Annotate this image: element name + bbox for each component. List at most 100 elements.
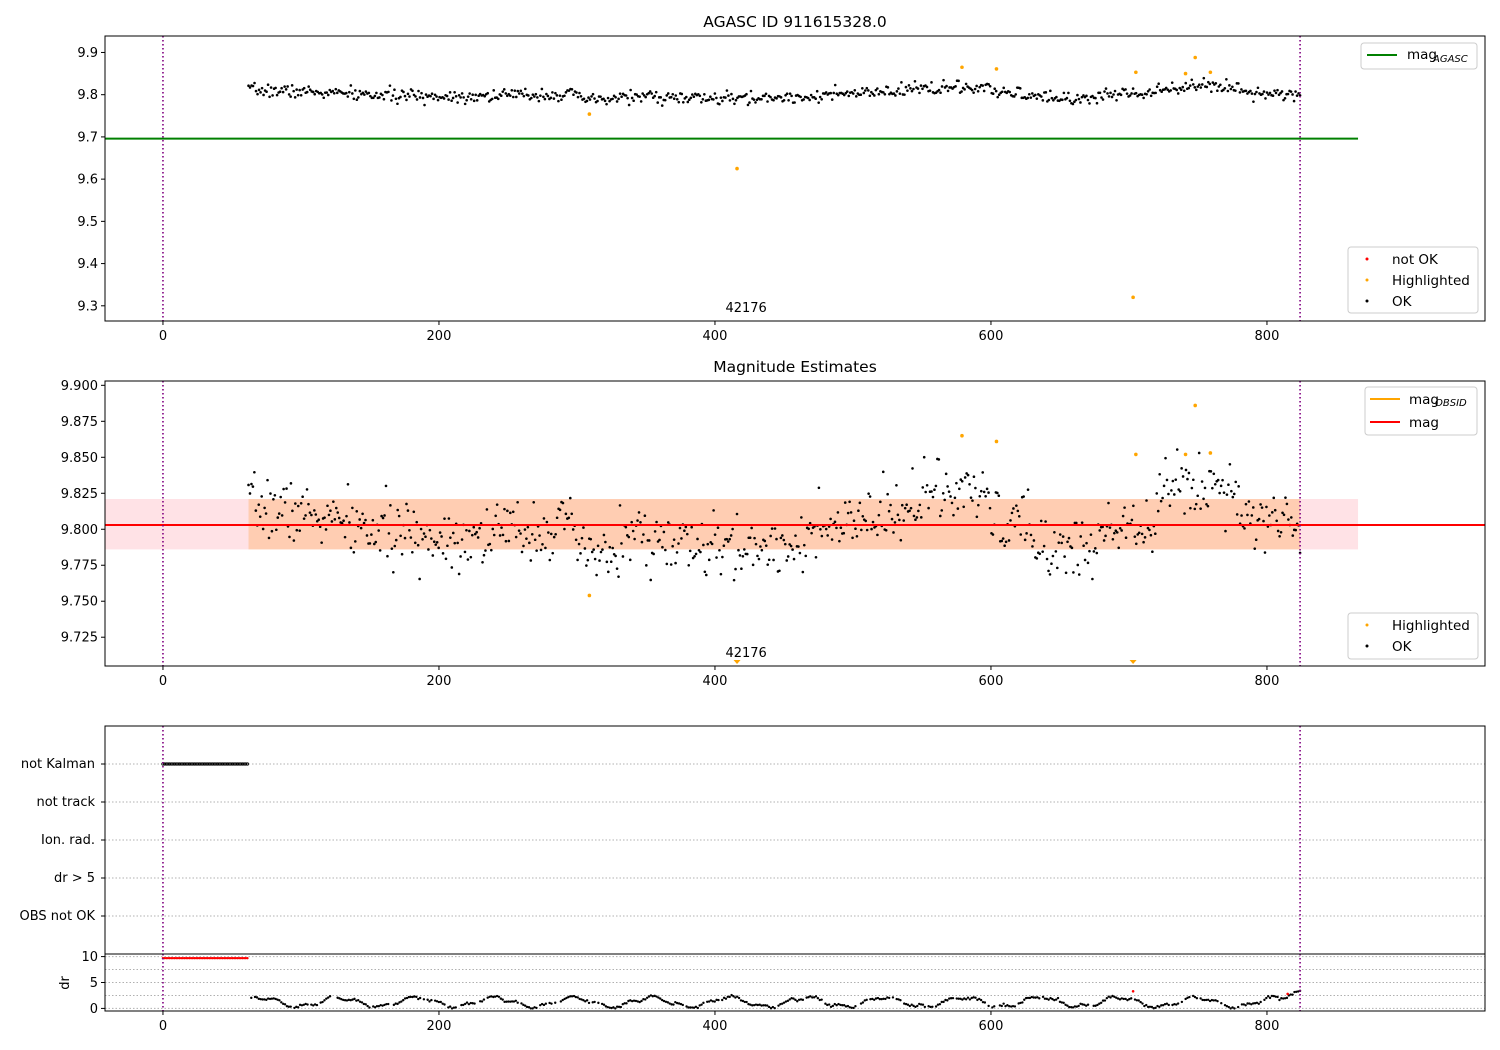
ok-point <box>861 514 865 518</box>
ok-point <box>1031 545 1034 548</box>
ok-point <box>661 545 664 549</box>
dr-point <box>493 995 497 998</box>
ok-point <box>283 501 287 504</box>
highlighted-point <box>735 166 739 171</box>
ok-point <box>422 532 426 535</box>
legend-swatch-not-ok <box>1365 257 1369 261</box>
ok-point <box>383 514 386 517</box>
dr-point <box>955 997 958 1000</box>
dr-red-point <box>234 956 238 960</box>
ok-point <box>779 96 783 99</box>
ok-point <box>653 530 657 533</box>
ok-point <box>725 537 729 541</box>
ok-point <box>1214 81 1218 85</box>
ok-point <box>522 94 526 98</box>
ok-point <box>877 92 881 96</box>
dr-red-point <box>242 956 246 960</box>
ok-point <box>814 97 817 100</box>
ok-point <box>859 93 863 96</box>
dr-point <box>897 998 900 1001</box>
flag-point <box>211 762 215 766</box>
ok-point <box>314 513 318 516</box>
dr-point <box>1139 1000 1142 1004</box>
ok-point <box>788 92 792 95</box>
ok-point <box>1119 93 1123 97</box>
ok-point <box>658 538 661 542</box>
dr-point <box>614 1007 617 1010</box>
dr-point <box>306 1003 309 1006</box>
dr-point <box>1236 1005 1240 1009</box>
flag-point <box>197 762 201 766</box>
ok-point <box>1106 92 1109 95</box>
ok-point <box>1294 528 1297 532</box>
ok-point <box>274 86 277 90</box>
ok-point <box>373 94 377 98</box>
ok-point <box>960 480 964 483</box>
ok-point <box>669 95 673 99</box>
ok-point <box>655 520 658 524</box>
dr-point <box>1071 1006 1075 1009</box>
ok-point <box>1230 489 1233 493</box>
ok-point <box>260 86 264 90</box>
dr-point <box>255 996 259 999</box>
ok-point <box>454 94 458 98</box>
x-tick-label: 800 <box>1255 1019 1280 1034</box>
legend-label-ok: OK <box>1392 639 1413 655</box>
dr-red-point <box>231 956 234 960</box>
ok-point <box>486 91 490 95</box>
ok-point <box>1216 478 1220 482</box>
ok-point <box>337 516 341 520</box>
dr-point <box>1021 1001 1024 1004</box>
dr-point <box>976 998 979 1002</box>
flag-point <box>174 762 178 766</box>
ok-point <box>1115 531 1119 534</box>
ok-point <box>343 535 347 539</box>
dr-point <box>372 1005 375 1008</box>
ok-point <box>1063 555 1066 558</box>
ok-point <box>793 101 796 104</box>
ok-point <box>1261 92 1264 96</box>
ok-point <box>1089 533 1093 536</box>
ok-point <box>1086 98 1090 102</box>
ok-point <box>1131 87 1135 90</box>
ok-point <box>669 563 673 566</box>
ok-point <box>257 503 261 506</box>
ok-point <box>737 548 740 552</box>
ok-point <box>1167 492 1170 496</box>
ok-point <box>590 95 593 98</box>
ok-point <box>528 541 531 545</box>
ok-point <box>709 95 712 98</box>
ok-point <box>459 96 462 99</box>
x-tick-label: 800 <box>1255 674 1280 689</box>
dr-point <box>253 995 257 999</box>
ok-point <box>1055 95 1058 99</box>
ok-point <box>463 550 467 554</box>
ok-point <box>760 548 764 552</box>
dr-point <box>805 996 808 999</box>
flag-point <box>171 762 175 766</box>
dr-red-point <box>241 956 244 960</box>
dr-point <box>600 1002 604 1006</box>
ok-point <box>1259 503 1262 506</box>
ok-point <box>593 557 597 561</box>
dr-point <box>666 1001 669 1004</box>
ok-point <box>518 92 521 95</box>
ok-point <box>539 548 543 552</box>
ok-point <box>854 527 857 531</box>
ok-point <box>647 539 651 542</box>
ok-point <box>1085 94 1088 98</box>
dr-point <box>482 998 486 1001</box>
ok-point <box>1180 467 1183 470</box>
ok-point <box>511 95 515 99</box>
dr-point <box>366 1004 369 1008</box>
dr-point <box>1086 1003 1090 1006</box>
ok-point <box>585 564 588 567</box>
ok-point <box>361 91 365 95</box>
dr-point <box>812 996 816 999</box>
dr-point <box>403 997 407 1000</box>
ok-point <box>846 511 850 515</box>
ok-point <box>851 92 855 95</box>
dr-point <box>447 1006 450 1009</box>
dr-point <box>632 999 636 1002</box>
ok-point <box>621 555 625 558</box>
